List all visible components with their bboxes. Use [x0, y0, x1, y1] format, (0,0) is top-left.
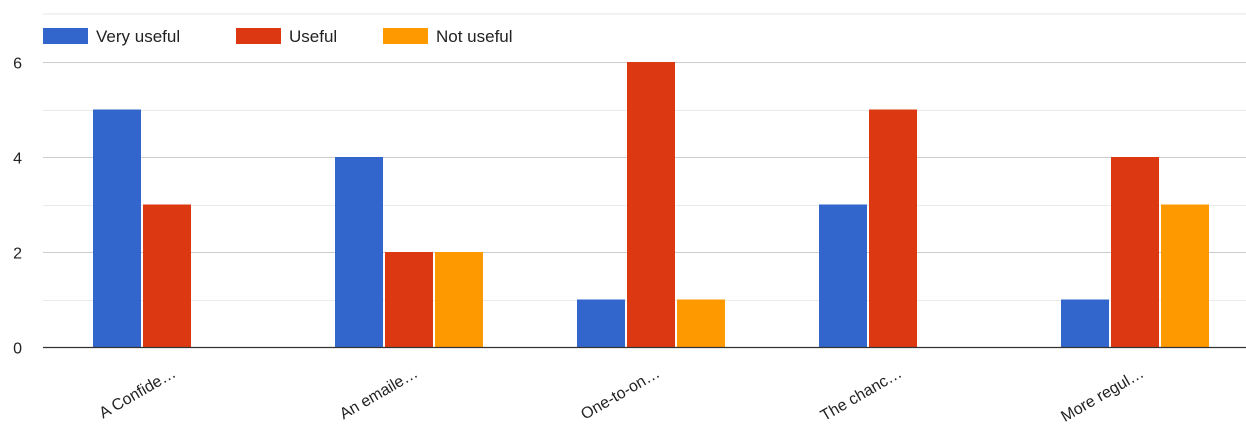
- bar: [435, 252, 483, 347]
- bar: [385, 252, 433, 347]
- legend-swatch: [43, 28, 88, 44]
- y-tick-label: 6: [13, 56, 22, 73]
- y-tick-label: 0: [13, 341, 22, 358]
- legend-label: Very useful: [96, 27, 180, 46]
- bar: [335, 157, 383, 347]
- bar: [819, 204, 867, 347]
- y-tick-label: 2: [13, 246, 22, 263]
- bar: [627, 62, 675, 347]
- y-tick-label: 4: [13, 151, 22, 168]
- bar: [577, 299, 625, 347]
- legend-swatch: [236, 28, 281, 44]
- legend: Very useful Useful Not useful: [43, 27, 513, 46]
- legend-label: Not useful: [436, 27, 513, 46]
- bar: [869, 109, 917, 347]
- x-category-label: An emaile…: [337, 365, 421, 423]
- legend-swatch: [383, 28, 428, 44]
- x-category-label: A Confide…: [97, 365, 179, 422]
- bar: [93, 109, 141, 347]
- x-category-label: One-to-on…: [578, 365, 663, 424]
- bar: [1161, 204, 1209, 347]
- x-category-label: More regul…: [1058, 365, 1147, 426]
- bar: [1061, 299, 1109, 347]
- bar: [1111, 157, 1159, 347]
- bars: [93, 62, 1209, 347]
- x-category-label: The chanc…: [818, 365, 905, 425]
- legend-label: Useful: [289, 27, 337, 46]
- bar: [677, 299, 725, 347]
- bar: [143, 204, 191, 347]
